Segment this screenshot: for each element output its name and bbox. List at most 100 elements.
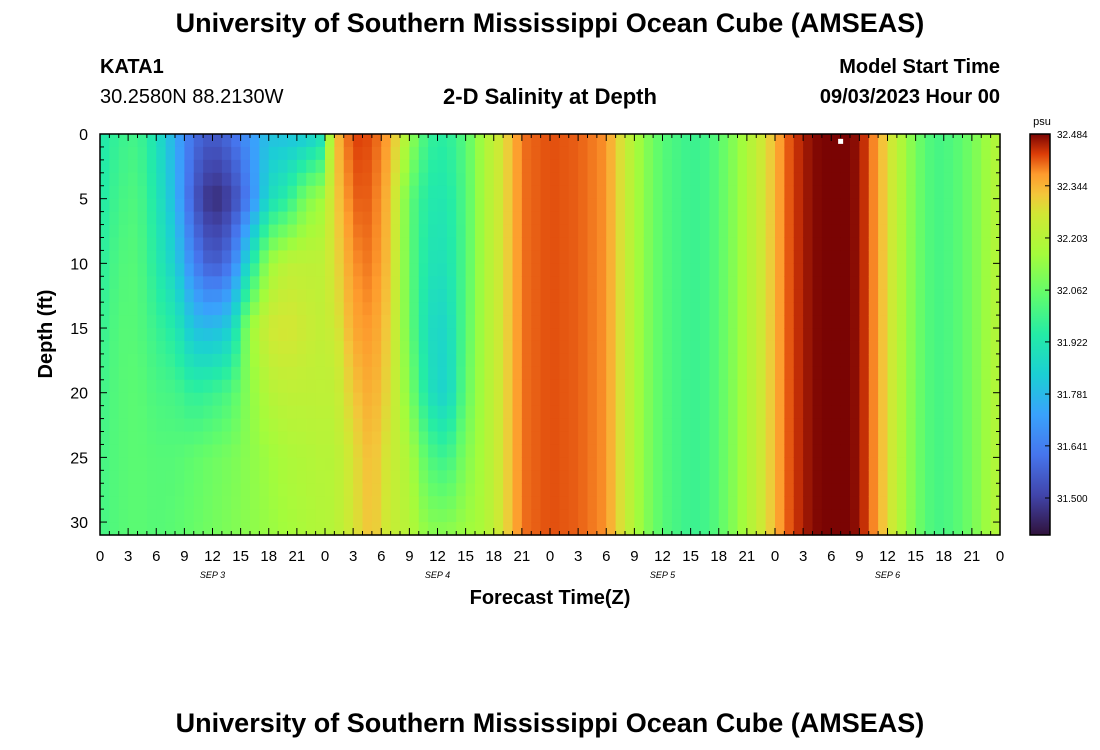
heatmap-cell xyxy=(521,470,532,484)
heatmap-cell xyxy=(503,496,514,510)
heatmap-cell xyxy=(700,470,710,484)
heatmap-cell xyxy=(109,405,120,420)
heatmap-cell xyxy=(831,470,842,484)
heatmap-cell xyxy=(812,159,823,174)
heatmap-cell xyxy=(371,353,382,368)
heatmap-cell xyxy=(221,418,232,433)
heatmap-cell xyxy=(821,224,832,239)
heatmap-cell xyxy=(231,263,242,277)
heatmap-cell xyxy=(831,379,842,394)
heatmap-cell xyxy=(896,340,907,355)
heatmap-cell xyxy=(231,522,242,536)
heatmap-cell xyxy=(109,444,120,458)
heatmap-cell xyxy=(915,379,926,394)
heatmap-cell xyxy=(915,509,926,523)
heatmap-cell xyxy=(240,392,251,407)
heatmap-cell xyxy=(296,470,307,484)
heatmap-cell xyxy=(671,392,682,407)
heatmap-cell xyxy=(334,211,345,226)
heatmap-cell xyxy=(643,224,654,239)
heatmap-cell xyxy=(400,392,410,407)
heatmap-cell xyxy=(231,276,242,290)
heatmap-cell xyxy=(184,250,195,264)
heatmap-cell xyxy=(287,483,298,497)
heatmap-cell xyxy=(493,211,504,226)
heatmap-cell xyxy=(896,276,907,290)
heatmap-cell xyxy=(850,496,860,510)
heatmap-cell xyxy=(850,250,860,264)
heatmap-cell xyxy=(934,392,945,407)
heatmap-cell xyxy=(971,224,982,239)
heatmap-cell xyxy=(887,263,898,277)
heatmap-cell xyxy=(709,418,720,433)
heatmap-cell xyxy=(315,418,326,433)
heatmap-cell xyxy=(540,198,551,213)
heatmap-cell xyxy=(343,496,354,510)
heatmap-cell xyxy=(409,237,420,252)
heatmap-cell xyxy=(643,340,654,355)
heatmap-cell xyxy=(962,198,973,213)
heatmap-cell xyxy=(700,444,710,458)
heatmap-cell xyxy=(878,276,889,290)
heatmap-cell xyxy=(446,353,457,368)
heatmap-cell xyxy=(859,146,870,161)
heatmap-cell xyxy=(728,134,739,148)
heatmap-cell xyxy=(231,483,242,497)
heatmap-cell xyxy=(418,276,429,290)
heatmap-cell xyxy=(428,418,439,433)
heatmap-cell xyxy=(662,198,673,213)
heatmap-cell xyxy=(709,522,720,536)
heatmap-cell xyxy=(765,289,776,303)
heatmap-cell xyxy=(381,470,392,484)
heatmap-cell xyxy=(184,276,195,290)
heatmap-cells xyxy=(100,134,1001,536)
heatmap-cell xyxy=(587,263,598,277)
heatmap-cell xyxy=(728,340,739,355)
heatmap-cell xyxy=(718,444,729,458)
heatmap-cell xyxy=(634,366,645,381)
heatmap-cell xyxy=(943,146,954,161)
heatmap-cell xyxy=(568,328,579,342)
heatmap-cell xyxy=(934,340,945,355)
heatmap-cell xyxy=(484,134,495,148)
heatmap-cell xyxy=(662,276,673,290)
heatmap-cell xyxy=(221,224,232,239)
heatmap-cell xyxy=(859,276,870,290)
heatmap-cell xyxy=(268,185,279,200)
heatmap-cell xyxy=(118,509,129,523)
heatmap-cell xyxy=(465,457,476,471)
heatmap-cell xyxy=(306,134,317,148)
heatmap-cell xyxy=(203,328,214,342)
heatmap-cell xyxy=(868,263,879,277)
heatmap-cell xyxy=(709,496,720,510)
heatmap-cell xyxy=(540,496,551,510)
heatmap-cell xyxy=(212,328,223,342)
heatmap-cell xyxy=(409,172,420,187)
heatmap-cell xyxy=(193,509,204,523)
heatmap-cell xyxy=(521,237,532,252)
heatmap-cell xyxy=(550,509,560,523)
heatmap-cell xyxy=(840,431,851,446)
heatmap-cell xyxy=(334,496,345,510)
heatmap-cell xyxy=(306,315,317,329)
heatmap-cell xyxy=(578,198,589,213)
heatmap-cell xyxy=(446,250,457,264)
heatmap-cell xyxy=(887,509,898,523)
y-tick-label: 5 xyxy=(79,192,88,209)
heatmap-cell xyxy=(146,470,157,484)
heatmap-cell xyxy=(531,366,542,381)
heatmap-cell xyxy=(212,470,223,484)
heatmap-cell xyxy=(775,185,785,200)
heatmap-cell xyxy=(596,315,607,329)
heatmap-cell xyxy=(100,470,110,484)
heatmap-cell xyxy=(671,172,682,187)
heatmap-cell xyxy=(953,431,964,446)
heatmap-cell xyxy=(371,315,382,329)
heatmap-cell xyxy=(906,496,917,510)
heatmap-cell xyxy=(203,263,214,277)
heatmap-cell xyxy=(765,353,776,368)
heatmap-cell xyxy=(737,522,748,536)
heatmap-cell xyxy=(925,315,935,329)
heatmap-cell xyxy=(831,431,842,446)
heatmap-cell xyxy=(746,353,757,368)
